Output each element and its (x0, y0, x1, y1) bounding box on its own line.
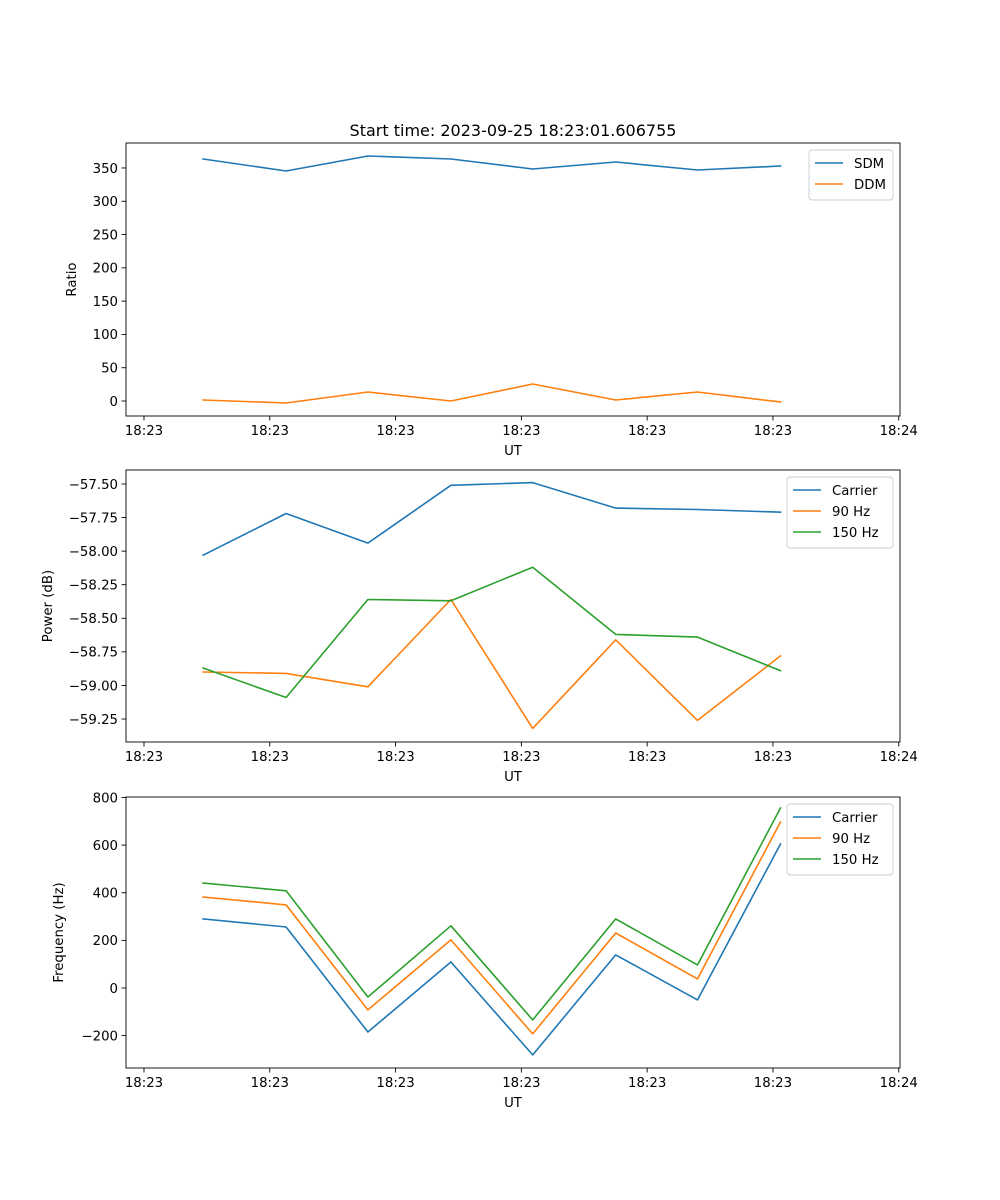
x-axis-label: UT (504, 1096, 523, 1111)
x-tick-label: 18:23 (125, 1076, 163, 1091)
y-tick-label: 300 (93, 195, 118, 210)
series-line-90-hz (202, 598, 782, 730)
y-tick-label: −59.00 (69, 679, 118, 694)
x-tick-label: 18:23 (628, 750, 666, 765)
x-axis-label: UT (504, 444, 523, 459)
legend-label: Carrier (832, 811, 878, 826)
series-line-150-hz (202, 566, 782, 699)
subplot-1: 18:23 18:23 18:23 18:23 18:23 18:23 18:24 0 50 10… (65, 142, 918, 459)
axes-frame (125, 796, 901, 1069)
y-tick-label: −58.75 (69, 646, 118, 661)
legend: Carrier 90 Hz 150 Hz (786, 476, 894, 549)
x-tick-label: 18:23 (251, 750, 289, 765)
y-tick-label: −57.50 (69, 478, 118, 493)
x-tick-label: 18:24 (880, 1076, 918, 1091)
x-tick-label: 18:23 (502, 424, 540, 439)
x-tick-label: 18:23 (125, 750, 163, 765)
subplot-3: 18:23 18:23 18:23 18:23 18:23 18:23 18:24 −200 0… (52, 791, 918, 1111)
axes-frame (125, 142, 901, 417)
x-tick-label: 18:23 (376, 1076, 414, 1091)
x-tick-label: 18:23 (502, 750, 540, 765)
y-tick-label: −200 (81, 1029, 118, 1044)
series-line-ddm (202, 383, 782, 404)
y-tick-label: −58.25 (69, 579, 118, 594)
legend-label: DDM (854, 178, 886, 193)
x-tick-label: 18:23 (754, 750, 792, 765)
x-tick-label: 18:23 (125, 424, 163, 439)
y-tick-label: 200 (93, 934, 118, 949)
x-tick-label: 18:23 (754, 1076, 792, 1091)
y-tick-label: 150 (93, 295, 118, 310)
y-tick-label: 200 (93, 262, 118, 277)
legend-label: SDM (854, 157, 884, 172)
legend: Carrier 90 Hz 150 Hz (786, 803, 894, 876)
x-tick-label: 18:24 (880, 424, 918, 439)
series-line-sdm (202, 155, 782, 172)
y-tick-label: 350 (93, 162, 118, 177)
x-axis-label: UT (504, 770, 523, 785)
legend-label: 90 Hz (832, 832, 870, 847)
legend: SDM DDM (808, 149, 894, 201)
legend-label: 90 Hz (832, 505, 870, 520)
y-tick-label: 0 (110, 395, 118, 410)
x-tick-label: 18:23 (251, 424, 289, 439)
axes-frame (125, 469, 901, 743)
x-tick-label: 18:23 (376, 750, 414, 765)
y-tick-label: 0 (110, 982, 118, 997)
x-tick-label: 18:23 (628, 424, 666, 439)
subplot-2: 18:23 18:23 18:23 18:23 18:23 18:23 18:24 −59.2… (41, 469, 918, 785)
y-tick-label: 400 (93, 887, 118, 902)
y-tick-label: 100 (93, 328, 118, 343)
series-line-carrier (202, 481, 782, 557)
legend-label: 150 Hz (832, 526, 879, 541)
y-tick-label: −59.25 (69, 713, 118, 728)
x-tick-label: 18:23 (376, 424, 414, 439)
series-line-90-hz (202, 820, 782, 1035)
x-tick-label: 18:24 (880, 750, 918, 765)
y-tick-label: 250 (93, 228, 118, 243)
legend-label: 150 Hz (832, 853, 879, 868)
y-tick-label: −57.75 (69, 511, 118, 526)
series-line-150-hz (202, 806, 782, 1021)
y-axis-label: Frequency (Hz) (52, 882, 67, 982)
legend-label: Carrier (832, 484, 878, 499)
legend-box (786, 476, 894, 549)
series-line-carrier (202, 842, 782, 1056)
x-tick-label: 18:23 (628, 1076, 666, 1091)
x-tick-label: 18:23 (502, 1076, 540, 1091)
y-tick-label: 50 (101, 362, 118, 377)
y-axis-label: Power (dB) (41, 570, 56, 642)
y-tick-label: −58.50 (69, 612, 118, 627)
y-axis-label: Ratio (65, 262, 80, 296)
figure-title: Start time: 2023-09-25 18:23:01.606755 (350, 121, 677, 140)
x-tick-label: 18:23 (251, 1076, 289, 1091)
x-tick-label: 18:23 (754, 424, 792, 439)
y-tick-label: −58.00 (69, 545, 118, 560)
y-tick-label: 800 (93, 791, 118, 806)
y-tick-label: 600 (93, 839, 118, 854)
legend-box (786, 803, 894, 876)
